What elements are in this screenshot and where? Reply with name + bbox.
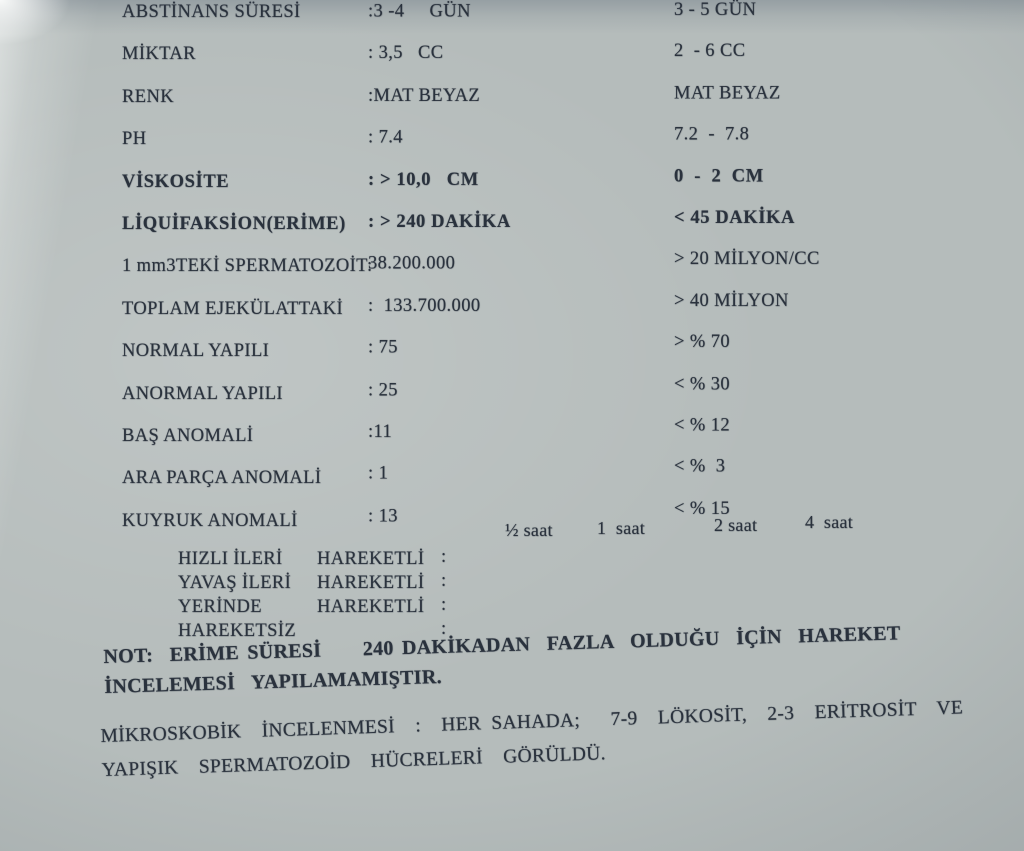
parameter-label: ABSTİNANS SÜRESİ [122, 2, 301, 22]
parameter-value: :11 [368, 421, 393, 442]
parameter-value: : 3,5 CC [368, 43, 444, 64]
motility-label-right: HAREKETLİ [317, 549, 425, 569]
table-row: PH : 7.4 7.2 - 7.8 [0, 125, 1024, 171]
parameter-label: 1 mm3TEKİ SPERMATOZOİT: [122, 256, 373, 277]
table-row: KUYRUK ANOMALİ : 13 < % 15 [0, 498, 1024, 553]
parameter-value: : 133.700.000 [368, 295, 481, 316]
reference-range: < % 12 [674, 415, 730, 436]
time-header-1-hour: 1 saat [597, 518, 646, 538]
motility-label-left: HIZLI İLERİ [178, 549, 283, 569]
microscopy-paragraph: MİKROSKOBİK İNCELENMESİ : HER SAHADA; 7-… [100, 689, 1022, 787]
parameter-label: PH [122, 129, 147, 150]
table-row: TOPLAM EJEKÜLATTAKİ : 133.700.000 > 40 M… [0, 291, 1024, 341]
reference-range: > 40 MİLYON [674, 290, 789, 311]
motility-colon: : [441, 547, 447, 567]
parameter-value: :MAT BEYAZ [368, 85, 481, 106]
parameter-label: TOPLAM EJEKÜLATTAKİ [122, 298, 344, 319]
parameter-label: ARA PARÇA ANOMALİ [122, 468, 322, 489]
table-row: 1 mm3TEKİ SPERMATOZOİT: 38.200.000 > 20 … [0, 249, 1024, 298]
table-row: BAŞ ANOMALİ :11 < % 12 [0, 415, 1024, 468]
motility-label-left: HAREKETSİZ [178, 621, 297, 641]
reference-range: 7.2 - 7.8 [674, 124, 750, 145]
motility-row: YAVAŞ İLERİ HAREKETLİ : [178, 571, 461, 597]
parameter-value: : 25 [368, 379, 398, 400]
reference-range: 2 - 6 CC [674, 41, 746, 62]
motility-label-right: HAREKETLİ [317, 597, 425, 617]
motility-label-right: HAREKETLİ [317, 573, 425, 593]
parameter-value: : 7.4 [368, 127, 403, 148]
parameter-label: KUYRUK ANOMALİ [122, 510, 298, 531]
reference-range: 0 - 2 CM [674, 166, 764, 187]
parameter-value: : 13 [368, 505, 398, 526]
motility-label-left: YERİNDE [178, 597, 262, 617]
reference-range: 3 - 5 GÜN [674, 0, 757, 20]
results-table: ABSTİNANS SÜRESİ :3 -4 GÜN 3 - 5 GÜN MİK… [0, 0, 1024, 553]
reference-range: MAT BEYAZ [674, 83, 781, 104]
reference-range: < % 30 [674, 373, 730, 394]
parameter-label: VİSKOSİTE [122, 171, 230, 192]
motility-row: HAREKETSİZ : [178, 619, 461, 645]
table-row: ARA PARÇA ANOMALİ : 1 < % 3 [0, 457, 1024, 510]
table-row: NORMAL YAPILI : 75 > % 70 [0, 332, 1024, 383]
parameter-value: : > 10,0 CM [368, 169, 479, 190]
parameter-value: :3 -4 GÜN [368, 1, 471, 22]
parameter-label: ANORMAL YAPILI [122, 383, 283, 404]
motility-colon: : [441, 619, 447, 639]
time-header-2-hour: 2 saat [714, 515, 758, 535]
table-row: ANORMAL YAPILI : 25 < % 30 [0, 374, 1024, 426]
motility-label-left: YAVAŞ İLERİ [178, 573, 292, 593]
parameter-value: 38.200.000 [368, 253, 456, 274]
parameter-label: RENK [122, 86, 174, 107]
parameter-label: LİQUİFAKSİON(ERİME) [122, 213, 346, 234]
parameter-value: : 1 [368, 463, 389, 484]
table-row: ABSTİNANS SÜRESİ :3 -4 GÜN 3 - 5 GÜN [0, 0, 1024, 44]
motility-row: YERİNDE HAREKETLİ : [178, 595, 461, 621]
parameter-value: : 75 [368, 337, 398, 358]
reference-range: < % 3 [674, 456, 726, 477]
motility-colon: : [441, 571, 447, 591]
table-row: VİSKOSİTE : > 10,0 CM 0 - 2 CM [0, 166, 1024, 214]
parameter-label: NORMAL YAPILI [122, 341, 270, 362]
time-header-half-hour: ½ saat [505, 520, 553, 540]
parameter-label: BAŞ ANOMALİ [122, 425, 254, 446]
motility-section: HIZLI İLERİ HAREKETLİ : YAVAŞ İLERİ HARE… [178, 547, 461, 645]
motility-colon: : [441, 595, 447, 615]
table-row: MİKTAR : 3,5 CC 2 - 6 CC [0, 41, 1024, 86]
reference-range: < % 15 [674, 498, 730, 519]
parameter-value: : > 240 DAKİKA [368, 211, 511, 232]
table-row: RENK :MAT BEYAZ MAT BEYAZ [0, 83, 1024, 129]
time-header-4-hour: 4 saat [805, 512, 854, 532]
reference-range: > % 70 [674, 332, 730, 353]
reference-range: < 45 DAKİKA [674, 207, 795, 228]
reference-range: > 20 MİLYON/CC [674, 249, 820, 270]
motility-row: HIZLI İLERİ HAREKETLİ : [178, 547, 461, 573]
parameter-label: MİKTAR [122, 44, 196, 65]
table-row: LİQUİFAKSİON(ERİME) : > 240 DAKİKA < 45 … [0, 208, 1024, 256]
